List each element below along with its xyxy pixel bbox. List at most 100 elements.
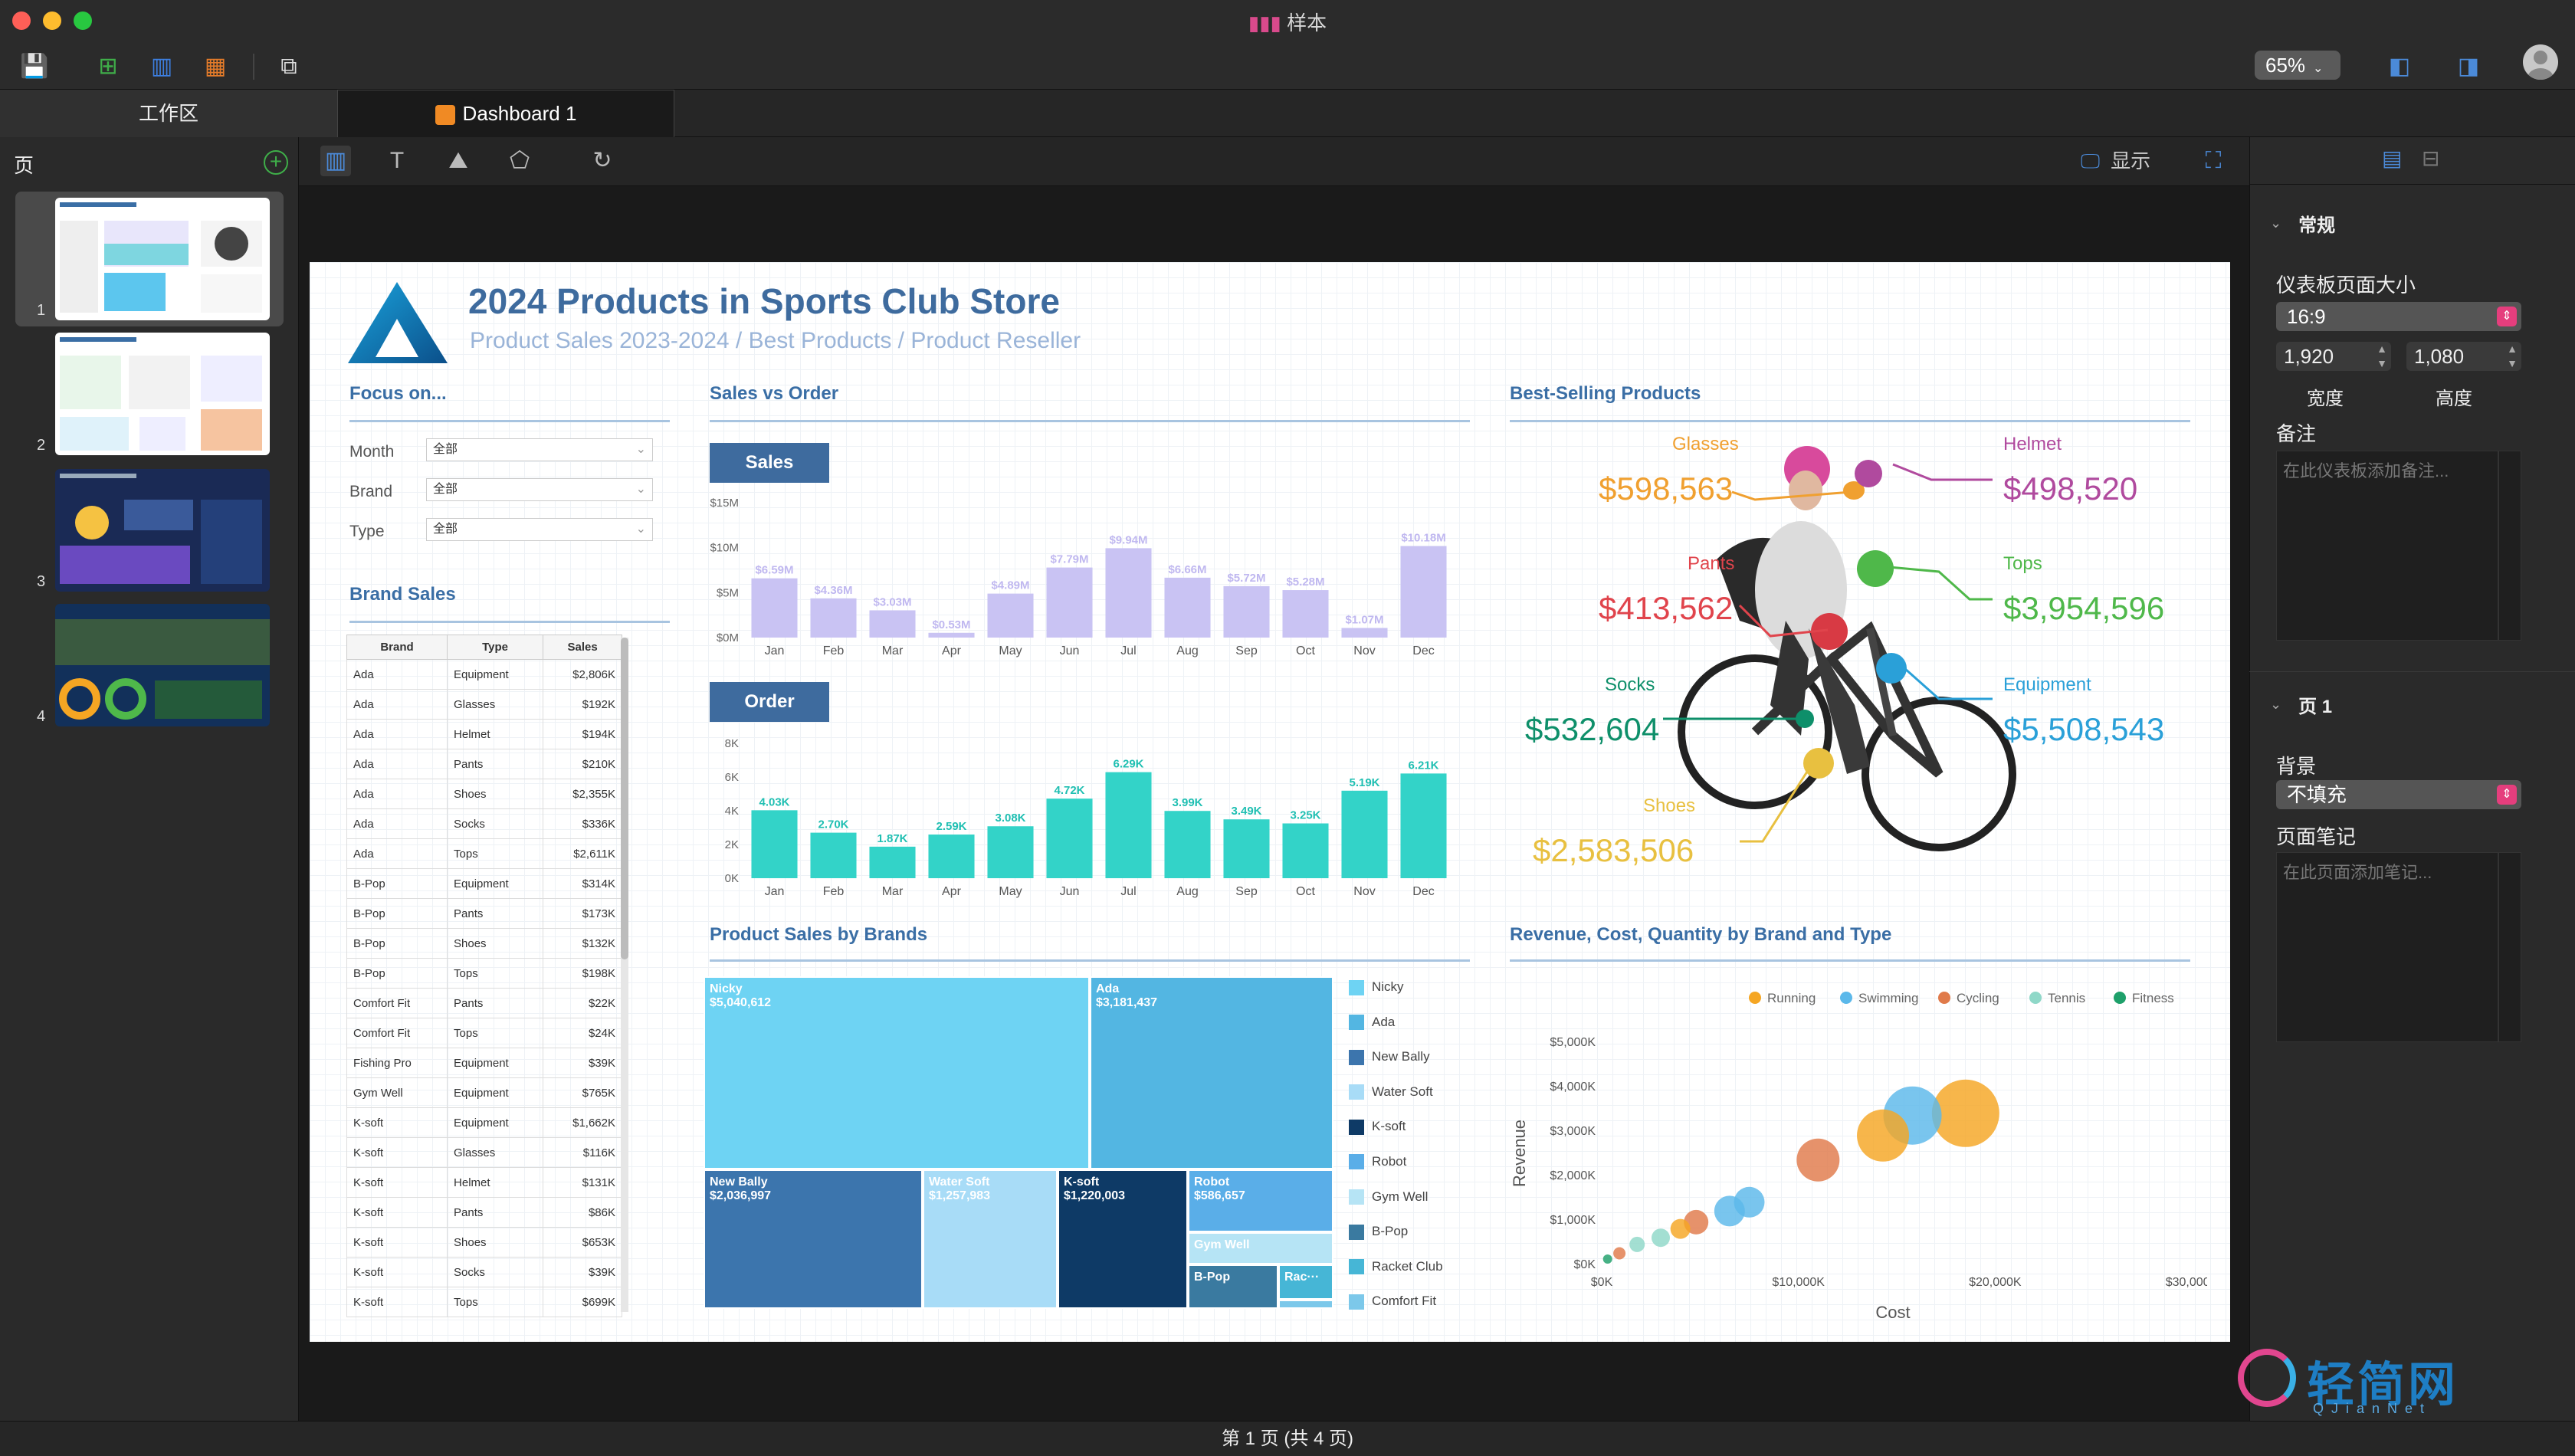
treemap-tile-racket-club[interactable]: Rac··· [1278, 1264, 1333, 1300]
legend-item[interactable]: New Bally [1349, 1048, 1464, 1083]
insert-image-icon[interactable]: ⛰ [448, 148, 468, 173]
layout-tab-icon[interactable]: ⊟ [2422, 146, 2440, 170]
legend-item[interactable]: Water Soft [1349, 1083, 1464, 1118]
type-filter-select[interactable]: 全部 ⌄ [426, 518, 653, 541]
table-row[interactable]: K-soft Shoes $653K [346, 1227, 622, 1258]
table-row[interactable]: Comfort Fit Pants $22K [346, 988, 622, 1018]
fullscreen-icon[interactable]: ⛶ [2205, 148, 2222, 173]
page-notes-scrollbar[interactable] [2498, 852, 2521, 1042]
treemap-tile-gym-well[interactable]: Gym Well [1188, 1232, 1333, 1264]
tab-dashboard-1[interactable]: Dashboard 1 [337, 90, 674, 137]
page-notes-textarea[interactable]: 在此页面添加笔记... [2276, 852, 2498, 1042]
insert-shape-icon[interactable]: ⬠ [509, 148, 530, 173]
table-row[interactable]: Ada Tops $2,611K [346, 838, 622, 869]
legend-item[interactable]: Comfort Fit [1349, 1292, 1464, 1327]
treemap-tile-ada[interactable]: Ada $3,181,437 [1090, 976, 1333, 1169]
table-scrollbar[interactable] [621, 638, 628, 1312]
y-tick-label: $5,000K [1550, 1036, 1596, 1049]
table-row[interactable]: Gym Well Equipment $765K [346, 1077, 622, 1108]
page-thumbnail-2[interactable] [55, 333, 270, 455]
table-row[interactable]: Ada Socks $336K [346, 808, 622, 839]
legend-item[interactable]: Racket Club [1349, 1258, 1464, 1293]
add-page-button[interactable]: + [264, 150, 288, 175]
close-window-button[interactable] [12, 11, 31, 30]
table-row[interactable]: Ada Shoes $2,355K [346, 779, 622, 809]
save-icon[interactable]: 💾 [20, 54, 49, 79]
page-number: 1 [37, 302, 46, 319]
height-input[interactable]: 1,080 [2406, 342, 2521, 371]
dashboard-notes-textarea[interactable]: 在此仪表板添加备注... [2276, 451, 2498, 641]
table-row[interactable]: Ada Pants $210K [346, 749, 622, 779]
table-row[interactable]: K-soft Helmet $131K [346, 1167, 622, 1198]
table-row[interactable]: Ada Equipment $2,806K [346, 659, 622, 690]
type-cell: Tops [447, 838, 544, 869]
dashboard-subtitle: Product Sales 2023-2024 / Best Products … [470, 328, 1081, 353]
table-row[interactable]: B-Pop Equipment $314K [346, 868, 622, 899]
insert-text-icon[interactable]: T [389, 148, 405, 173]
properties-tab-icon[interactable]: ▤ [2382, 146, 2403, 170]
notes-scrollbar[interactable] [2498, 451, 2521, 641]
legend-item[interactable]: K-soft [1349, 1117, 1464, 1153]
table-row[interactable]: Comfort Fit Tops $24K [346, 1018, 622, 1048]
dashboard-size-select[interactable]: 16:9 ⇕ [2276, 302, 2521, 331]
type-cell: Glasses [447, 1137, 544, 1168]
height-stepper[interactable]: ▲ ▼ [2507, 343, 2518, 369]
x-tick-label: Oct [1296, 885, 1315, 898]
treemap-tile-b-pop[interactable]: B-Pop [1188, 1264, 1278, 1309]
table-row[interactable]: K-soft Tops $699K [346, 1287, 622, 1317]
month-filter-select[interactable]: 全部 ⌄ [426, 438, 653, 461]
treemap-tile-k-soft[interactable]: K-soft $1,220,003 [1058, 1169, 1188, 1309]
present-button[interactable]: 🖵 显示 [2081, 149, 2151, 172]
add-dashboard-icon[interactable]: ▦ [204, 54, 227, 79]
column-header-sales[interactable]: Sales [543, 635, 622, 660]
minimize-window-button[interactable] [43, 11, 61, 30]
add-chart-icon[interactable]: ▥ [150, 54, 173, 79]
legend-item[interactable]: Nicky [1349, 978, 1464, 1013]
column-header-type[interactable]: Type [447, 635, 544, 660]
table-row[interactable]: K-soft Glasses $116K [346, 1137, 622, 1168]
table-row[interactable]: Ada Helmet $194K [346, 719, 622, 749]
brand-filter-select[interactable]: 全部 ⌄ [426, 478, 653, 501]
legend-item[interactable]: Ada [1349, 1013, 1464, 1048]
background-select[interactable]: 不填充 ⇕ [2276, 780, 2521, 809]
add-datasource-icon[interactable]: ⊞ [98, 54, 118, 79]
treemap-tile-comfort-fit[interactable] [1278, 1300, 1333, 1309]
left-panel-toggle-icon[interactable]: ◧ [2388, 54, 2411, 79]
layers-icon[interactable]: ⧉ [280, 54, 297, 79]
treemap-tile-robot[interactable]: Robot $586,657 [1188, 1169, 1333, 1232]
zoom-window-button[interactable] [74, 11, 92, 30]
treemap-tile-new-bally[interactable]: New Bally $2,036,997 [704, 1169, 923, 1309]
general-section-header[interactable]: ⌄ 常规 [2270, 215, 2336, 236]
table-row[interactable]: B-Pop Pants $173K [346, 898, 622, 929]
treemap-tile-water-soft[interactable]: Water Soft $1,257,983 [923, 1169, 1058, 1309]
table-row[interactable]: K-soft Equipment $1,662K [346, 1107, 622, 1138]
insert-chart-icon[interactable]: ▥ [320, 146, 351, 176]
width-input[interactable]: 1,920 [2276, 342, 2391, 371]
app-logo-icon: ▮▮▮ [1248, 11, 1281, 34]
page-thumbnail-4[interactable] [55, 604, 270, 726]
table-row[interactable]: B-Pop Tops $198K [346, 958, 622, 989]
tops-dot [1857, 550, 1894, 587]
legend-item[interactable]: Gym Well [1349, 1188, 1464, 1223]
column-header-brand[interactable]: Brand [346, 635, 448, 660]
zoom-select[interactable]: 65% ⌄ [2255, 51, 2340, 80]
table-row[interactable]: K-soft Pants $86K [346, 1197, 622, 1228]
brand-cell: K-soft [346, 1167, 448, 1198]
avatar[interactable] [2523, 44, 2558, 80]
page-thumbnail-1[interactable] [55, 198, 270, 320]
page-section-header[interactable]: ⌄ 页 1 [2270, 697, 2333, 717]
table-row[interactable]: Ada Glasses $192K [346, 689, 622, 720]
tab-workarea[interactable]: 工作区 [0, 90, 337, 137]
sales-cell: $116K [543, 1137, 622, 1168]
legend-item[interactable]: B-Pop [1349, 1222, 1464, 1258]
treemap-tile-nicky[interactable]: Nicky $5,040,612 [704, 976, 1090, 1169]
right-panel-toggle-icon[interactable]: ◨ [2457, 54, 2480, 79]
refresh-icon[interactable]: ↻ [592, 148, 612, 173]
sales-bar-chart: $0M $5M $10M $15M $6.59M Jan $4.36M Feb $3.03M Ma… [710, 497, 1447, 657]
table-row[interactable]: Fishing Pro Equipment $39K [346, 1048, 622, 1078]
table-row[interactable]: B-Pop Shoes $132K [346, 928, 622, 959]
legend-item[interactable]: Robot [1349, 1153, 1464, 1188]
width-stepper[interactable]: ▲ ▼ [2377, 343, 2387, 369]
page-thumbnail-3[interactable] [55, 469, 270, 592]
table-row[interactable]: K-soft Socks $39K [346, 1257, 622, 1287]
